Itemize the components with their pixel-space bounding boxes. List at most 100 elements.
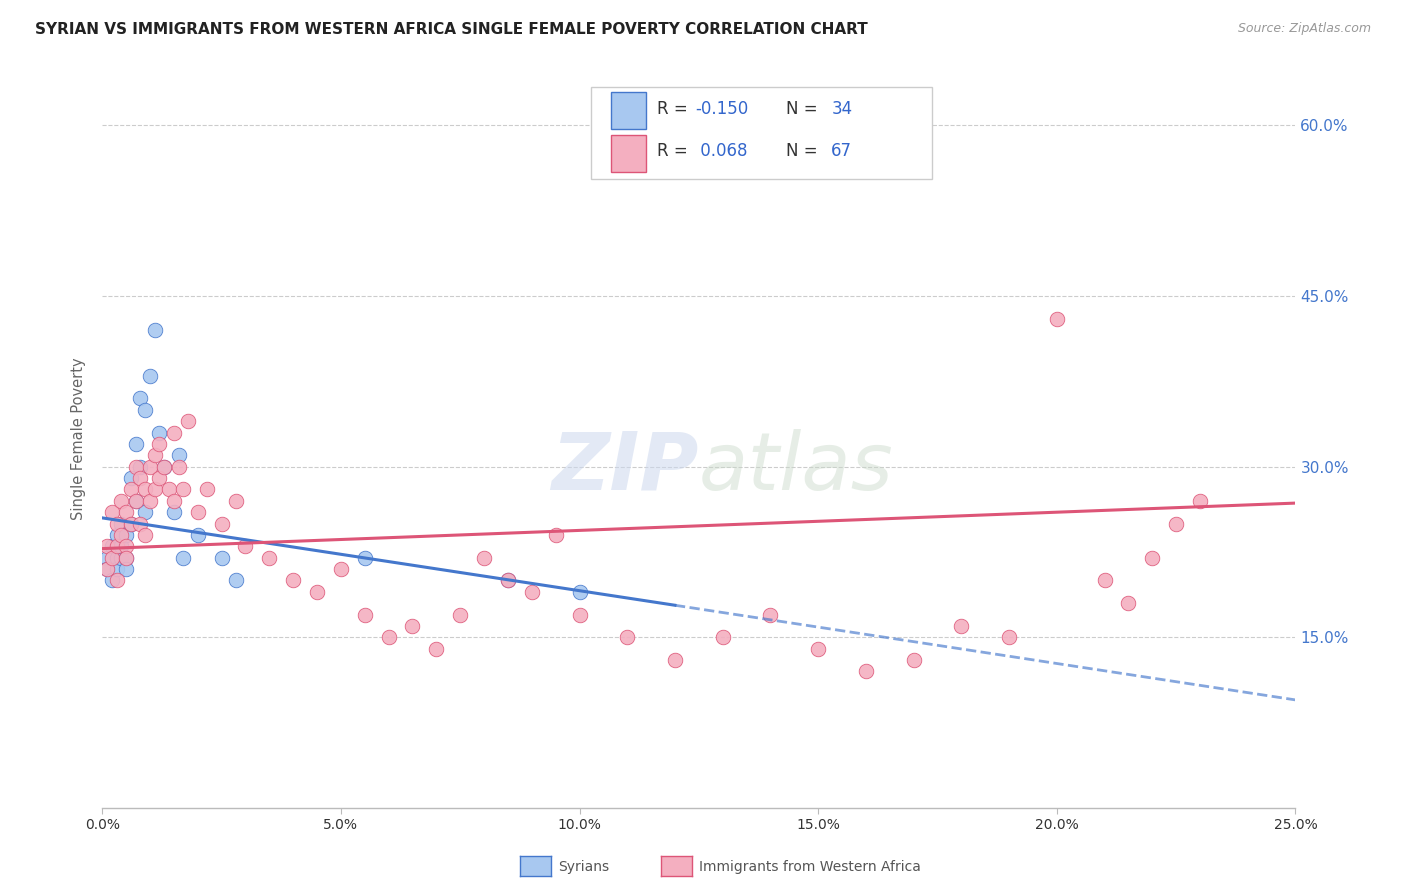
Text: atlas: atlas [699,429,894,507]
Point [425,641,447,656]
Point [134,402,156,417]
Point [172,483,194,497]
Point [110,539,132,553]
Point [105,516,128,531]
Point [105,528,128,542]
Text: R =: R = [657,100,693,118]
Point [115,562,138,576]
Y-axis label: Single Female Poverty: Single Female Poverty [72,357,86,519]
Point [1094,574,1116,588]
Point [177,414,200,428]
Point [225,493,247,508]
Point [472,550,495,565]
FancyBboxPatch shape [592,87,932,179]
Point [124,459,146,474]
Text: 0.068: 0.068 [695,142,748,161]
FancyBboxPatch shape [610,93,647,129]
Point [134,483,156,497]
Point [711,631,734,645]
Point [153,459,176,474]
Point [401,619,423,633]
Point [124,437,146,451]
Point [148,437,170,451]
Point [129,516,152,531]
Point [148,471,170,485]
Point [139,459,162,474]
Point [172,550,194,565]
Point [105,574,128,588]
Point [115,505,138,519]
Point [96,562,118,576]
Point [329,562,352,576]
Point [100,574,122,588]
Point [950,619,973,633]
Point [139,493,162,508]
Point [211,550,233,565]
Point [211,516,233,531]
Point [903,653,925,667]
Point [163,505,186,519]
Point [139,368,162,383]
Point [100,550,122,565]
Point [225,574,247,588]
Point [115,528,138,542]
Point [134,505,156,519]
Point [195,483,218,497]
Point [187,505,209,519]
Point [134,528,156,542]
Point [1166,516,1188,531]
Point [115,550,138,565]
Point [759,607,782,622]
Point [96,562,118,576]
Text: ZIP: ZIP [551,429,699,507]
Point [167,448,190,462]
Point [353,550,375,565]
Point [187,528,209,542]
Point [157,483,180,497]
Point [1046,311,1069,326]
Point [353,607,375,622]
Point [115,539,138,553]
Point [1118,596,1140,610]
Point [100,539,122,553]
Text: 67: 67 [831,142,852,161]
Point [120,516,142,531]
Point [105,539,128,553]
Point [120,483,142,497]
Point [377,631,399,645]
Text: N =: N = [786,142,823,161]
Point [568,607,591,622]
Point [496,574,519,588]
Point [305,584,328,599]
Point [664,653,686,667]
Point [124,493,146,508]
Point [124,493,146,508]
Point [998,631,1021,645]
Point [544,528,567,542]
Point [105,550,128,565]
Point [153,459,176,474]
Point [110,550,132,565]
Point [110,493,132,508]
Point [807,641,830,656]
Point [129,471,152,485]
Point [1188,493,1211,508]
Point [235,539,257,553]
Point [496,574,519,588]
Point [129,459,152,474]
Point [129,392,152,406]
Point [1142,550,1164,565]
Point [520,584,543,599]
Point [110,528,132,542]
Point [148,425,170,440]
Point [143,323,166,337]
Text: 34: 34 [831,100,852,118]
Point [855,665,877,679]
Point [120,471,142,485]
Point [616,631,638,645]
Point [163,425,186,440]
Text: Source: ZipAtlas.com: Source: ZipAtlas.com [1237,22,1371,36]
Text: N =: N = [786,100,823,118]
Text: R =: R = [657,142,693,161]
Text: Immigrants from Western Africa: Immigrants from Western Africa [699,860,921,874]
